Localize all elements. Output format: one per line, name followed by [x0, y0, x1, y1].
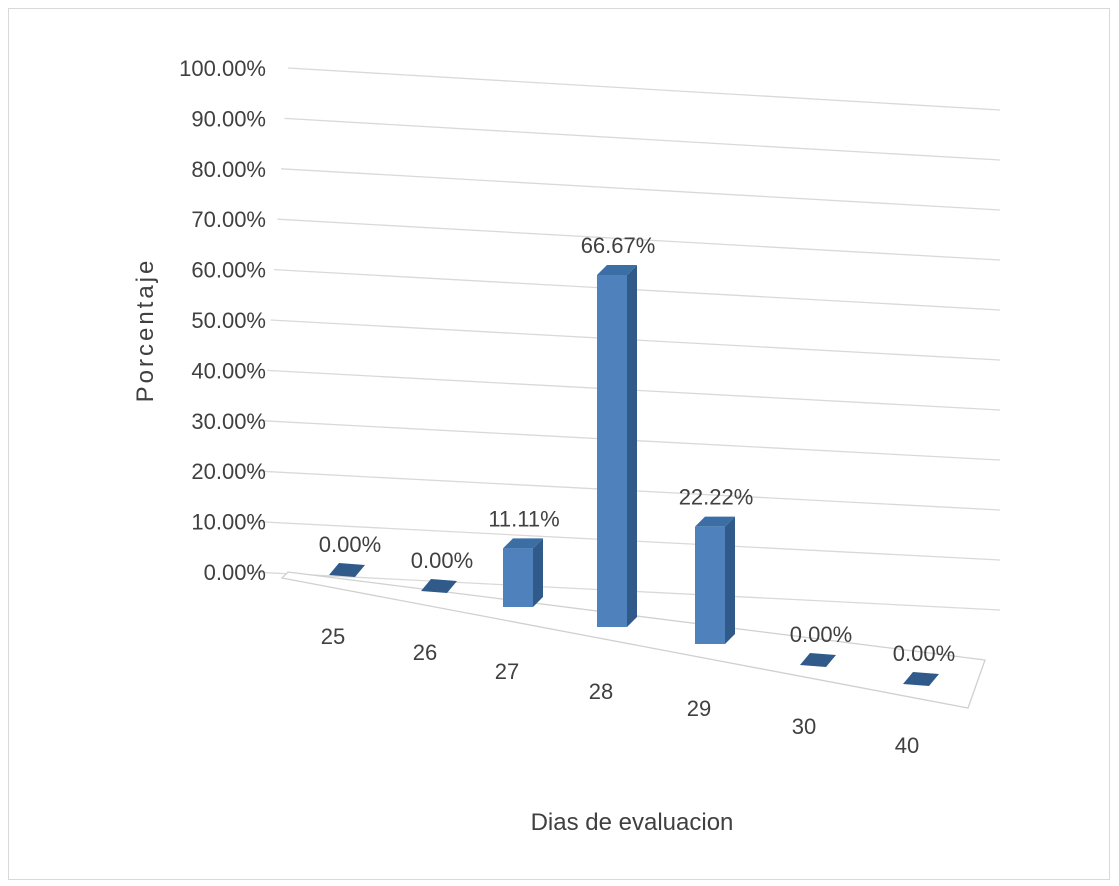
y-tick-label: 100.00% — [179, 56, 266, 81]
data-label: 22.22% — [679, 485, 754, 510]
x-tick-label: 25 — [321, 624, 345, 649]
bar — [903, 672, 939, 686]
y-tick-label: 20.00% — [191, 459, 266, 484]
x-axis-title: Dias de evaluacion — [531, 809, 734, 836]
bar — [597, 265, 637, 627]
bar — [329, 563, 365, 577]
bar-top — [503, 538, 543, 549]
y-tick-label: 60.00% — [191, 258, 266, 283]
gridline — [277, 218, 1001, 261]
data-label: 0.00% — [893, 641, 955, 666]
y-tick-labels: 0.00% 10.00% 20.00% 30.00% 40.00% 50.00% 60.00… — [179, 56, 266, 585]
x-tick-label: 26 — [413, 640, 437, 665]
bar-top — [597, 265, 637, 275]
x-tick-label: 40 — [895, 733, 919, 758]
y-tick-label: 90.00% — [191, 106, 266, 131]
gridline — [284, 117, 1001, 161]
bar-flat — [421, 579, 457, 593]
y-tick-label: 50.00% — [191, 308, 266, 333]
bar-front — [695, 526, 725, 644]
bar — [800, 653, 836, 667]
bar-flat — [903, 672, 939, 686]
bar-front — [597, 275, 627, 627]
x-tick-label: 30 — [792, 714, 816, 739]
bar-flat — [800, 653, 836, 667]
bar-top — [695, 516, 735, 527]
data-label: 11.11% — [488, 506, 559, 531]
data-label: 0.00% — [790, 622, 852, 647]
gridline — [280, 168, 1001, 211]
y-tick-label: 10.00% — [191, 510, 266, 535]
bars — [329, 265, 939, 686]
x-tick-label: 27 — [495, 659, 519, 684]
x-tick-label: 28 — [589, 679, 613, 704]
bar-front — [503, 548, 533, 607]
bar — [695, 516, 735, 644]
bar-flat — [329, 563, 365, 577]
bar — [503, 538, 543, 607]
data-labels: 0.00% 0.00% 11.11% 66.67% 22.22% 0.00% 0.00% — [319, 233, 955, 666]
y-axis-title: Porcentaje — [132, 258, 159, 403]
x-tick-labels: 25 26 27 28 29 30 40 — [321, 624, 919, 758]
floor-plane — [280, 571, 986, 709]
gridline — [287, 67, 1001, 111]
bar-side — [533, 538, 543, 607]
chart-area — [8, 8, 1110, 880]
y-tick-label: 70.00% — [191, 207, 266, 232]
data-label: 66.67% — [581, 233, 656, 258]
chart-floor — [280, 571, 986, 709]
bar-side — [725, 516, 735, 644]
data-label: 0.00% — [319, 532, 381, 557]
y-tick-label: 30.00% — [191, 409, 266, 434]
y-tick-label: 0.00% — [204, 560, 266, 585]
data-label: 0.00% — [411, 548, 473, 573]
y-tick-label: 80.00% — [191, 157, 266, 182]
x-tick-label: 29 — [687, 696, 711, 721]
bar — [421, 579, 457, 593]
gridlines — [252, 67, 1001, 611]
bar-side — [627, 265, 637, 627]
y-tick-label: 40.00% — [191, 358, 266, 383]
